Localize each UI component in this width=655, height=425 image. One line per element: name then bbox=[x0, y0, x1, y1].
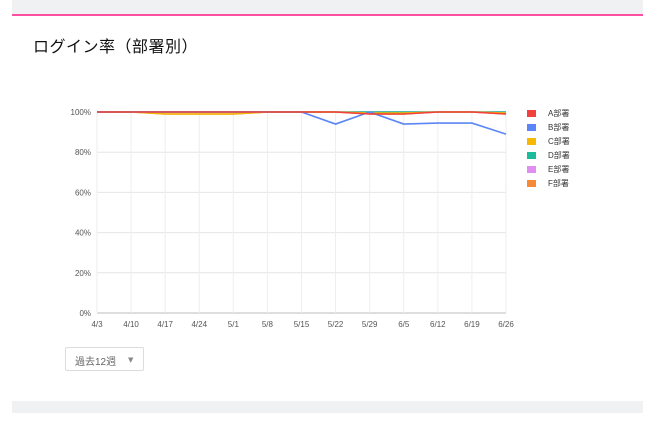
x-tick-label: 4/24 bbox=[191, 320, 207, 329]
x-tick-label: 5/1 bbox=[228, 320, 240, 329]
x-tick-label: 6/12 bbox=[430, 320, 446, 329]
x-tick-label: 6/5 bbox=[398, 320, 410, 329]
y-tick-label: 100% bbox=[71, 108, 91, 117]
legend-swatch bbox=[527, 180, 536, 187]
x-tick-label: 4/17 bbox=[157, 320, 173, 329]
y-tick-label: 0% bbox=[79, 309, 91, 318]
series-line bbox=[97, 111, 507, 115]
x-tick-label: 6/19 bbox=[464, 320, 480, 329]
x-tick-label: 5/15 bbox=[294, 320, 310, 329]
legend-swatch bbox=[527, 152, 536, 159]
y-tick-label: 60% bbox=[75, 188, 91, 197]
x-tick-label: 5/22 bbox=[328, 320, 344, 329]
legend-label: F部署 bbox=[548, 178, 569, 188]
legend-swatch bbox=[527, 166, 536, 173]
legend-label: D部署 bbox=[548, 150, 570, 160]
legend-label: C部署 bbox=[548, 136, 570, 146]
x-tick-label: 5/29 bbox=[362, 320, 378, 329]
x-tick-label: 5/8 bbox=[262, 320, 274, 329]
legend-swatch bbox=[527, 124, 536, 131]
legend-label: B部署 bbox=[548, 122, 569, 132]
x-tick-label: 4/10 bbox=[123, 320, 139, 329]
y-tick-label: 20% bbox=[75, 269, 91, 278]
period-select-label: 過去12週 bbox=[75, 357, 117, 368]
legend-label: A部署 bbox=[548, 108, 569, 118]
y-tick-label: 40% bbox=[75, 229, 91, 238]
legend-swatch bbox=[527, 138, 536, 145]
legend-swatch bbox=[527, 110, 536, 117]
period-select[interactable]: 過去12週 ▼ bbox=[65, 347, 144, 371]
top-band bbox=[12, 0, 643, 14]
legend-label: E部署 bbox=[548, 164, 569, 174]
chevron-down-icon: ▼ bbox=[128, 356, 134, 364]
bottom-band bbox=[12, 401, 643, 413]
accent-line bbox=[12, 14, 643, 16]
card-title: ログイン率（部署別） bbox=[33, 37, 199, 56]
y-tick-label: 80% bbox=[75, 148, 91, 157]
x-tick-label: 6/26 bbox=[498, 320, 514, 329]
x-tick-label: 4/3 bbox=[91, 320, 103, 329]
